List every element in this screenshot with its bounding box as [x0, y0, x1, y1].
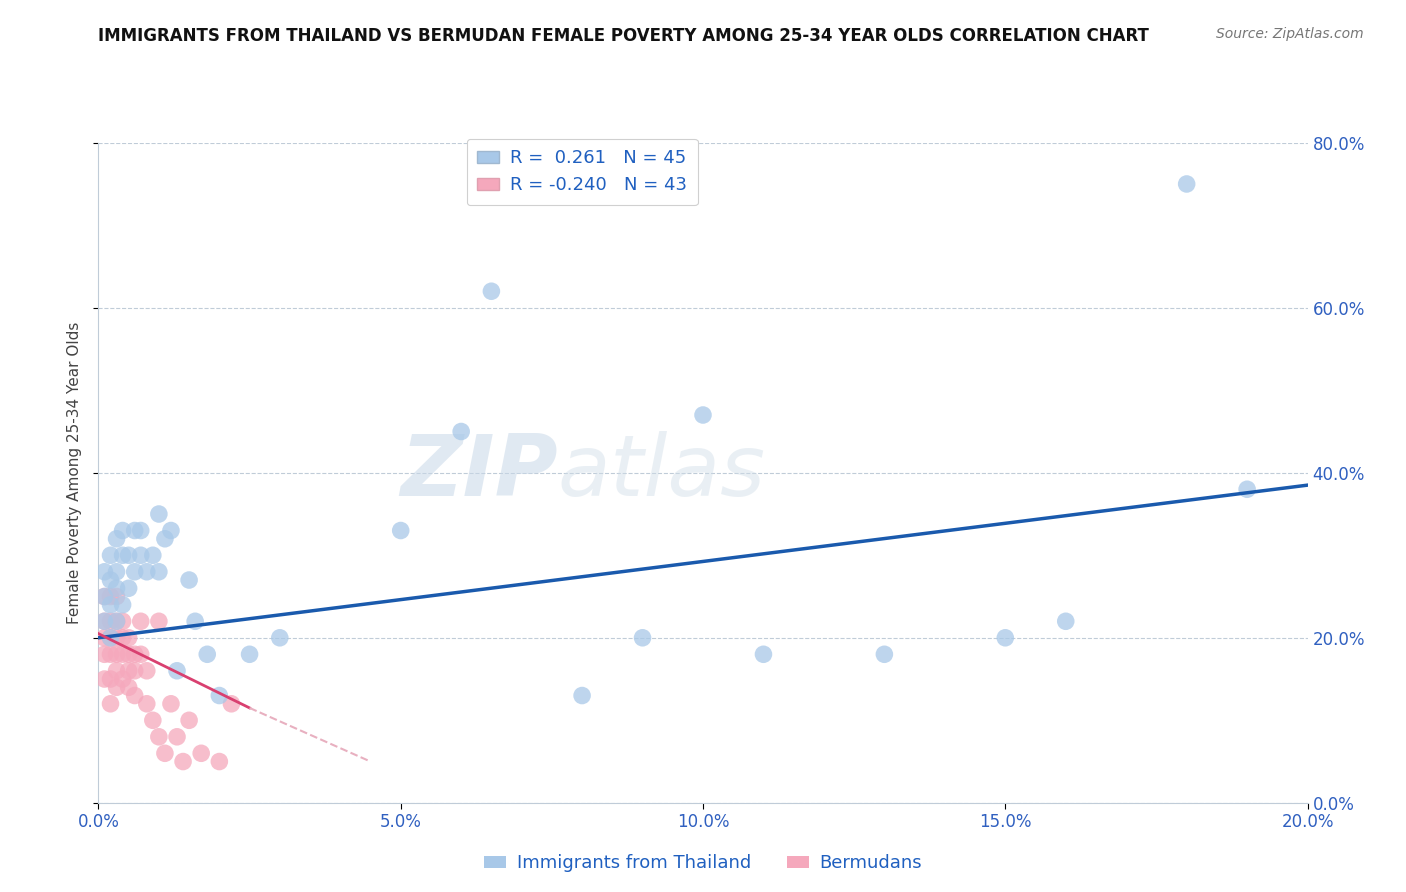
Point: [190, 746, 212, 760]
Point: [111, 631, 134, 645]
Point: [166, 664, 188, 678]
Point: [160, 524, 183, 538]
Point: [153, 532, 176, 546]
Point: [118, 648, 141, 662]
Point: [100, 573, 122, 587]
Point: [118, 680, 141, 694]
Point: [111, 598, 134, 612]
Point: [1175, 177, 1198, 191]
Point: [105, 565, 128, 579]
Point: [129, 524, 152, 538]
Point: [135, 697, 157, 711]
Point: [105, 582, 128, 596]
Point: [179, 714, 201, 728]
Point: [239, 648, 262, 662]
Point: [184, 614, 207, 628]
Point: [93, 631, 115, 645]
Point: [100, 697, 122, 711]
Point: [93, 614, 115, 628]
Point: [100, 648, 122, 662]
Point: [93, 565, 115, 579]
Point: [100, 598, 122, 612]
Point: [129, 548, 152, 563]
Point: [160, 697, 183, 711]
Point: [389, 524, 412, 538]
Text: Source: ZipAtlas.com: Source: ZipAtlas.com: [1216, 27, 1364, 41]
Point: [148, 565, 170, 579]
Point: [93, 614, 115, 628]
Point: [100, 631, 122, 645]
Point: [124, 524, 146, 538]
Point: [105, 648, 128, 662]
Point: [100, 614, 122, 628]
Point: [105, 631, 128, 645]
Point: [1054, 614, 1077, 628]
Point: [571, 689, 593, 703]
Point: [873, 648, 896, 662]
Point: [631, 631, 654, 645]
Point: [111, 548, 134, 563]
Point: [148, 507, 170, 521]
Point: [111, 648, 134, 662]
Text: atlas: atlas: [558, 431, 766, 515]
Point: [105, 532, 128, 546]
Point: [118, 548, 141, 563]
Point: [111, 614, 134, 628]
Point: [1236, 483, 1258, 497]
Point: [153, 746, 176, 760]
Point: [481, 285, 503, 299]
Point: [93, 648, 115, 662]
Point: [179, 573, 201, 587]
Point: [148, 614, 170, 628]
Point: [93, 672, 115, 686]
Point: [994, 631, 1017, 645]
Legend: Immigrants from Thailand, Bermudans: Immigrants from Thailand, Bermudans: [477, 847, 929, 880]
Point: [135, 664, 157, 678]
Point: [105, 664, 128, 678]
Point: [195, 648, 218, 662]
Point: [692, 408, 714, 422]
Point: [269, 631, 291, 645]
Point: [208, 755, 231, 769]
Point: [111, 672, 134, 686]
Point: [129, 614, 152, 628]
Text: IMMIGRANTS FROM THAILAND VS BERMUDAN FEMALE POVERTY AMONG 25-34 YEAR OLDS CORREL: IMMIGRANTS FROM THAILAND VS BERMUDAN FEM…: [98, 27, 1149, 45]
Point: [118, 631, 141, 645]
Point: [752, 648, 775, 662]
Point: [105, 614, 128, 628]
Point: [100, 590, 122, 604]
Point: [93, 590, 115, 604]
Point: [124, 664, 146, 678]
Point: [450, 425, 472, 439]
Point: [124, 648, 146, 662]
Point: [105, 614, 128, 628]
Point: [166, 730, 188, 744]
Point: [100, 548, 122, 563]
Point: [105, 680, 128, 694]
Point: [93, 590, 115, 604]
Point: [221, 697, 243, 711]
Point: [100, 672, 122, 686]
Point: [129, 648, 152, 662]
Point: [111, 524, 134, 538]
Point: [142, 714, 165, 728]
Point: [105, 590, 128, 604]
Point: [124, 689, 146, 703]
Point: [100, 631, 122, 645]
Y-axis label: Female Poverty Among 25-34 Year Olds: Female Poverty Among 25-34 Year Olds: [67, 322, 83, 624]
Point: [142, 548, 165, 563]
Point: [118, 664, 141, 678]
Text: ZIP: ZIP: [401, 431, 558, 515]
Point: [118, 582, 141, 596]
Point: [172, 755, 194, 769]
Point: [135, 565, 157, 579]
Point: [124, 565, 146, 579]
Point: [148, 730, 170, 744]
Point: [208, 689, 231, 703]
